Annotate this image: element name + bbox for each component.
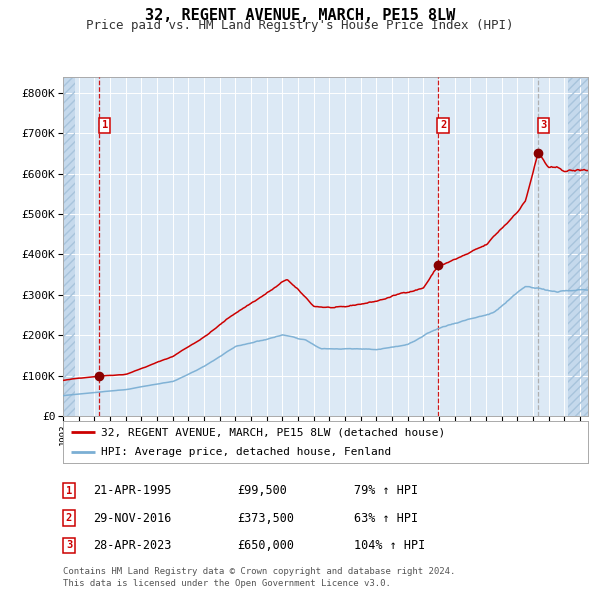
- Text: 79% ↑ HPI: 79% ↑ HPI: [354, 484, 418, 497]
- Text: 2: 2: [440, 120, 446, 130]
- Text: 2: 2: [66, 513, 72, 523]
- Text: 21-APR-1995: 21-APR-1995: [93, 484, 172, 497]
- Text: 29-NOV-2016: 29-NOV-2016: [93, 512, 172, 525]
- Text: £650,000: £650,000: [237, 539, 294, 552]
- Text: Price paid vs. HM Land Registry's House Price Index (HPI): Price paid vs. HM Land Registry's House …: [86, 19, 514, 32]
- Text: 1: 1: [66, 486, 72, 496]
- Text: 3: 3: [66, 540, 72, 550]
- Text: Contains HM Land Registry data © Crown copyright and database right 2024.
This d: Contains HM Land Registry data © Crown c…: [63, 568, 455, 588]
- Text: 32, REGENT AVENUE, MARCH, PE15 8LW (detached house): 32, REGENT AVENUE, MARCH, PE15 8LW (deta…: [101, 427, 445, 437]
- Text: 28-APR-2023: 28-APR-2023: [93, 539, 172, 552]
- Text: £373,500: £373,500: [237, 512, 294, 525]
- Text: HPI: Average price, detached house, Fenland: HPI: Average price, detached house, Fenl…: [101, 447, 391, 457]
- Text: £99,500: £99,500: [237, 484, 287, 497]
- Text: 1: 1: [101, 120, 108, 130]
- Text: 32, REGENT AVENUE, MARCH, PE15 8LW: 32, REGENT AVENUE, MARCH, PE15 8LW: [145, 8, 455, 23]
- Text: 104% ↑ HPI: 104% ↑ HPI: [354, 539, 425, 552]
- Text: 63% ↑ HPI: 63% ↑ HPI: [354, 512, 418, 525]
- Text: 3: 3: [541, 120, 547, 130]
